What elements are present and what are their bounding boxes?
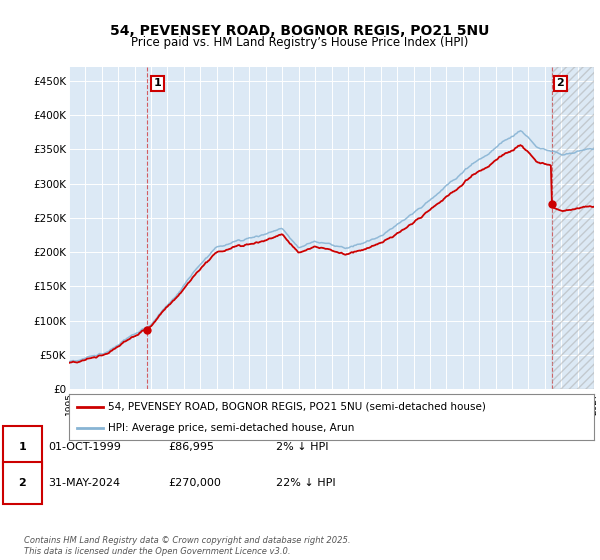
Text: 1: 1 — [19, 442, 26, 451]
Text: 54, PEVENSEY ROAD, BOGNOR REGIS, PO21 5NU: 54, PEVENSEY ROAD, BOGNOR REGIS, PO21 5N… — [110, 24, 490, 38]
Text: 2% ↓ HPI: 2% ↓ HPI — [276, 442, 329, 451]
Text: 31-MAY-2024: 31-MAY-2024 — [48, 478, 120, 488]
Text: £86,995: £86,995 — [168, 442, 214, 451]
Text: 1: 1 — [154, 78, 161, 88]
Text: 54, PEVENSEY ROAD, BOGNOR REGIS, PO21 5NU (semi-detached house): 54, PEVENSEY ROAD, BOGNOR REGIS, PO21 5N… — [109, 402, 486, 412]
Text: HPI: Average price, semi-detached house, Arun: HPI: Average price, semi-detached house,… — [109, 423, 355, 433]
Text: Contains HM Land Registry data © Crown copyright and database right 2025.
This d: Contains HM Land Registry data © Crown c… — [24, 536, 350, 556]
Text: 2: 2 — [557, 78, 565, 88]
Text: 22% ↓ HPI: 22% ↓ HPI — [276, 478, 335, 488]
Text: 01-OCT-1999: 01-OCT-1999 — [48, 442, 121, 451]
Text: 2: 2 — [19, 478, 26, 488]
Text: Price paid vs. HM Land Registry’s House Price Index (HPI): Price paid vs. HM Land Registry’s House … — [131, 36, 469, 49]
Text: £270,000: £270,000 — [168, 478, 221, 488]
